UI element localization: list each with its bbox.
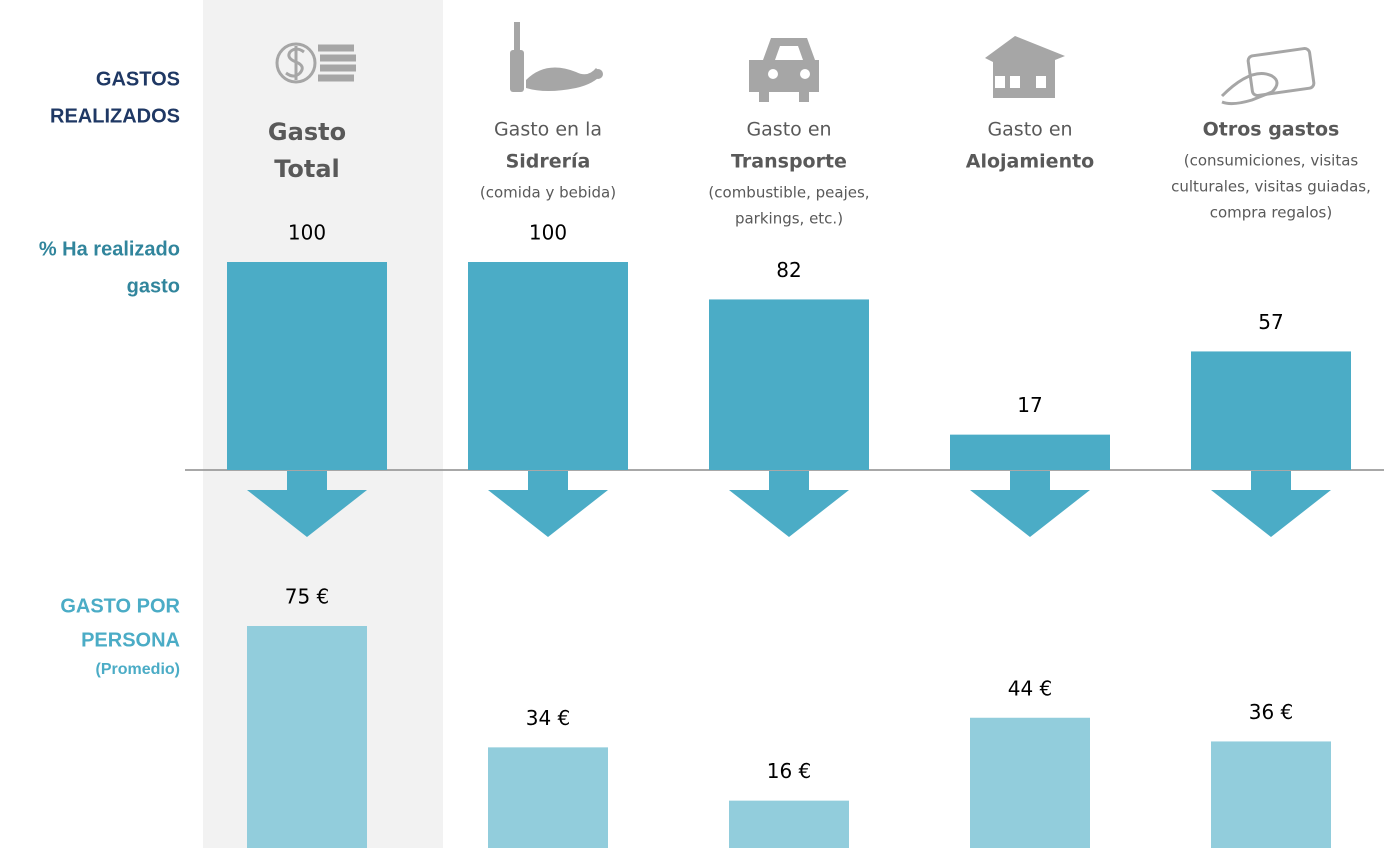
bar bbox=[247, 626, 367, 848]
column-label: Gasto en la bbox=[494, 119, 602, 141]
bar bbox=[1191, 351, 1351, 470]
value-label: 17 bbox=[1017, 393, 1042, 417]
column-note: parkings, etc.) bbox=[735, 210, 843, 228]
value-label: 16 € bbox=[767, 759, 812, 783]
column-note: culturales, visitas guiadas, bbox=[1171, 178, 1371, 196]
bar bbox=[729, 800, 849, 848]
column-note: (consumiciones, visitas bbox=[1184, 152, 1359, 170]
icon-coins bbox=[275, 42, 356, 84]
row-label: % Ha realizado bbox=[39, 238, 180, 260]
row-label: GASTO POR bbox=[60, 595, 180, 617]
column-note: compra regalos) bbox=[1210, 204, 1332, 222]
value-label: 36 € bbox=[1249, 700, 1294, 724]
column-label-bold: Sidrería bbox=[506, 151, 591, 173]
value-label: 57 bbox=[1258, 310, 1283, 334]
bar bbox=[468, 262, 628, 470]
column-label-bold: Otros gastos bbox=[1203, 119, 1340, 141]
row-sublabel: (Promedio) bbox=[96, 661, 180, 678]
value-label: 100 bbox=[288, 221, 326, 245]
bar bbox=[709, 299, 869, 470]
value-label: 82 bbox=[776, 258, 801, 282]
row-label: PERSONA bbox=[81, 629, 180, 651]
icon-car bbox=[749, 38, 819, 102]
arrow bbox=[729, 471, 849, 537]
column-label-bold: Total bbox=[274, 155, 340, 183]
column-label-bold: Alojamiento bbox=[966, 151, 1094, 173]
value-label: 100 bbox=[529, 221, 567, 245]
bar bbox=[1211, 741, 1331, 848]
header-label: GASTOS bbox=[96, 68, 180, 90]
value-label: 44 € bbox=[1008, 676, 1053, 700]
arrow bbox=[247, 471, 367, 537]
bar bbox=[970, 717, 1090, 848]
arrow bbox=[488, 471, 608, 537]
column-note: (comida y bebida) bbox=[480, 184, 616, 202]
row-label: gasto bbox=[127, 275, 180, 297]
value-label: 75 € bbox=[285, 585, 330, 609]
column-label-bold: Gasto bbox=[268, 118, 346, 146]
bar bbox=[488, 747, 608, 848]
column-label: Gasto en bbox=[987, 119, 1072, 141]
arrow bbox=[970, 471, 1090, 537]
arrow bbox=[1211, 471, 1331, 537]
column-label-bold: Transporte bbox=[731, 151, 847, 173]
icon-card bbox=[1220, 47, 1316, 106]
icon-house bbox=[985, 36, 1065, 98]
column-note: (combustible, peajes, bbox=[708, 184, 869, 202]
bar bbox=[950, 434, 1110, 470]
header-label: REALIZADOS bbox=[50, 105, 180, 127]
bar bbox=[227, 262, 387, 470]
icon-food bbox=[510, 22, 603, 92]
value-label: 34 € bbox=[526, 706, 571, 730]
column-label: Gasto en bbox=[746, 119, 831, 141]
